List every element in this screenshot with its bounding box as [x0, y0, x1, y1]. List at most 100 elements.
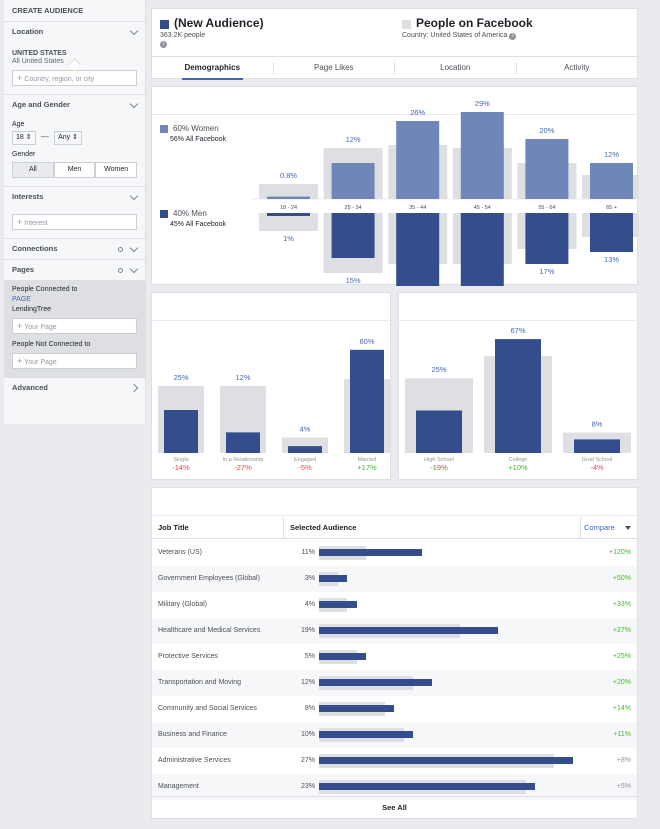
- women-value-label: 0.8%: [280, 171, 297, 180]
- table-row[interactable]: Protective Services 5% +25%: [152, 644, 637, 670]
- women-value-label: 29%: [475, 99, 490, 108]
- location-title: Location: [12, 27, 44, 36]
- compare-cell: +50%: [612, 575, 631, 582]
- women-bar[interactable]: [525, 139, 569, 199]
- audience-bar[interactable]: [495, 339, 541, 453]
- category-label: Married: [358, 457, 377, 463]
- advanced-header[interactable]: Advanced: [4, 378, 145, 398]
- delta-label: +17%: [357, 463, 377, 472]
- pct-cell: 27%: [300, 757, 315, 764]
- gender-men-button[interactable]: Men: [53, 162, 96, 178]
- gender-all-button[interactable]: All: [12, 162, 54, 178]
- page-link[interactable]: PAGE: [12, 296, 31, 303]
- table-row[interactable]: Community and Social Services 8% +14%: [152, 696, 637, 722]
- pages-header[interactable]: Pages: [4, 260, 145, 280]
- audience-bar: [319, 653, 366, 660]
- table-row[interactable]: Management 23% +5%: [152, 774, 637, 800]
- age-tick-label: 55 - 64: [538, 205, 555, 211]
- audience-bar[interactable]: [574, 439, 620, 453]
- interest-input[interactable]: + Interest: [12, 214, 137, 230]
- women-bar[interactable]: [590, 163, 633, 199]
- value-label: 8%: [592, 420, 603, 429]
- tab-bar: Demographics Page Likes Location Activit…: [152, 56, 637, 80]
- men-bar[interactable]: [396, 213, 440, 286]
- category-label: College: [509, 457, 528, 463]
- job-title-cell: Protective Services: [158, 653, 218, 660]
- your-page-input[interactable]: + Your Page: [12, 318, 137, 334]
- men-bar[interactable]: [460, 213, 504, 286]
- location-placeholder: Country, region, or city: [24, 76, 95, 83]
- age-min-select[interactable]: 18 ⇕: [12, 131, 36, 145]
- audience-count: 363.2K people: [160, 32, 206, 39]
- tab-activity[interactable]: Activity: [564, 63, 590, 72]
- gender-label: Gender: [12, 151, 36, 158]
- location-header[interactable]: Location: [4, 22, 145, 42]
- tab-demographics[interactable]: Demographics: [152, 57, 273, 80]
- men-value-label: 13%: [604, 255, 619, 264]
- age-tick-label: 35 - 44: [409, 205, 426, 211]
- compare-cell: +27%: [612, 627, 631, 634]
- women-bar[interactable]: [460, 112, 504, 199]
- pages-title: Pages: [12, 265, 35, 274]
- men-bar[interactable]: [525, 213, 569, 264]
- chevron-down-icon[interactable]: [129, 99, 139, 109]
- interests-header[interactable]: Interests: [4, 187, 145, 207]
- women-all-facebook: 56% All Facebook: [170, 136, 227, 143]
- women-bar[interactable]: [267, 196, 310, 199]
- audience-bar[interactable]: [350, 349, 384, 453]
- location-input[interactable]: + Country, region, or city: [12, 70, 137, 86]
- chevron-down-icon[interactable]: [129, 191, 139, 201]
- gender-women-button[interactable]: Women: [95, 162, 138, 178]
- women-bar[interactable]: [396, 121, 440, 199]
- table-row[interactable]: Business and Finance 10% +11%: [152, 722, 637, 748]
- info-icon[interactable]: i: [160, 41, 167, 48]
- job-title-panel: Job Title Selected Audience Compare Vete…: [151, 487, 638, 819]
- pct-cell: 5%: [304, 653, 315, 660]
- table-row[interactable]: Military (Global) 4% +33%: [152, 592, 637, 618]
- chevron-down-icon[interactable]: [129, 26, 139, 36]
- location-section: Location UNITED STATES All United States…: [4, 22, 145, 95]
- compare-cell: +11%: [613, 731, 631, 738]
- info-icon: [118, 268, 123, 273]
- delta-label: +10%: [508, 463, 528, 472]
- table-row[interactable]: Administrative Services 27% +8%: [152, 748, 637, 774]
- compare-dropdown[interactable]: Compare: [584, 517, 631, 539]
- advanced-title: Advanced: [12, 383, 48, 392]
- age-gender-header[interactable]: Age and Gender: [4, 95, 145, 115]
- advanced-section: Advanced: [4, 378, 145, 398]
- women-label: 60% Women: [173, 124, 219, 133]
- table-row[interactable]: Transportation and Moving 12% +20%: [152, 670, 637, 696]
- chevron-down-icon[interactable]: [129, 243, 139, 253]
- education-panel: 25% High School -19% 67% College +10% 8% Grad S…: [398, 292, 638, 480]
- chevron-right-icon[interactable]: [129, 383, 139, 393]
- compare-name: People on Facebook: [416, 16, 533, 30]
- men-bar[interactable]: [267, 213, 310, 216]
- category-label: Single: [173, 457, 188, 463]
- women-bar[interactable]: [331, 163, 375, 199]
- pct-cell: 23%: [300, 783, 315, 790]
- audience-bar[interactable]: [226, 432, 260, 453]
- table-row[interactable]: Veterans (US) 11% +120%: [152, 540, 637, 566]
- tab-location[interactable]: Location: [440, 63, 471, 72]
- audience-bar[interactable]: [164, 410, 198, 453]
- see-all-button[interactable]: See All: [152, 796, 637, 818]
- page-value: LendingTree: [12, 306, 52, 313]
- men-bar[interactable]: [331, 213, 375, 258]
- not-connected-input[interactable]: + Your Page: [12, 353, 137, 369]
- job-title-cell: Business and Finance: [158, 731, 227, 738]
- age-max-select[interactable]: Any ⇕: [54, 131, 82, 145]
- compare-cell: +120%: [609, 549, 631, 556]
- tab-page-likes[interactable]: Page Likes: [313, 63, 354, 72]
- audience-bar[interactable]: [288, 446, 322, 453]
- connections-header[interactable]: Connections: [4, 239, 145, 259]
- age-gender-section: Age and Gender Age 18 ⇕ — Any ⇕ Gender A…: [4, 95, 145, 187]
- value-label: 25%: [431, 365, 446, 374]
- table-row[interactable]: Government Employees (Global) 3% +50%: [152, 566, 637, 592]
- info-icon[interactable]: i: [509, 33, 517, 40]
- audience-bar[interactable]: [416, 410, 462, 454]
- table-row[interactable]: Healthcare and Medical Services 19% +27%: [152, 618, 637, 644]
- men-bar[interactable]: [590, 213, 633, 252]
- value-label: 25%: [173, 373, 188, 382]
- chevron-down-icon[interactable]: [129, 264, 139, 274]
- age-tick-label: 18 - 24: [280, 205, 297, 211]
